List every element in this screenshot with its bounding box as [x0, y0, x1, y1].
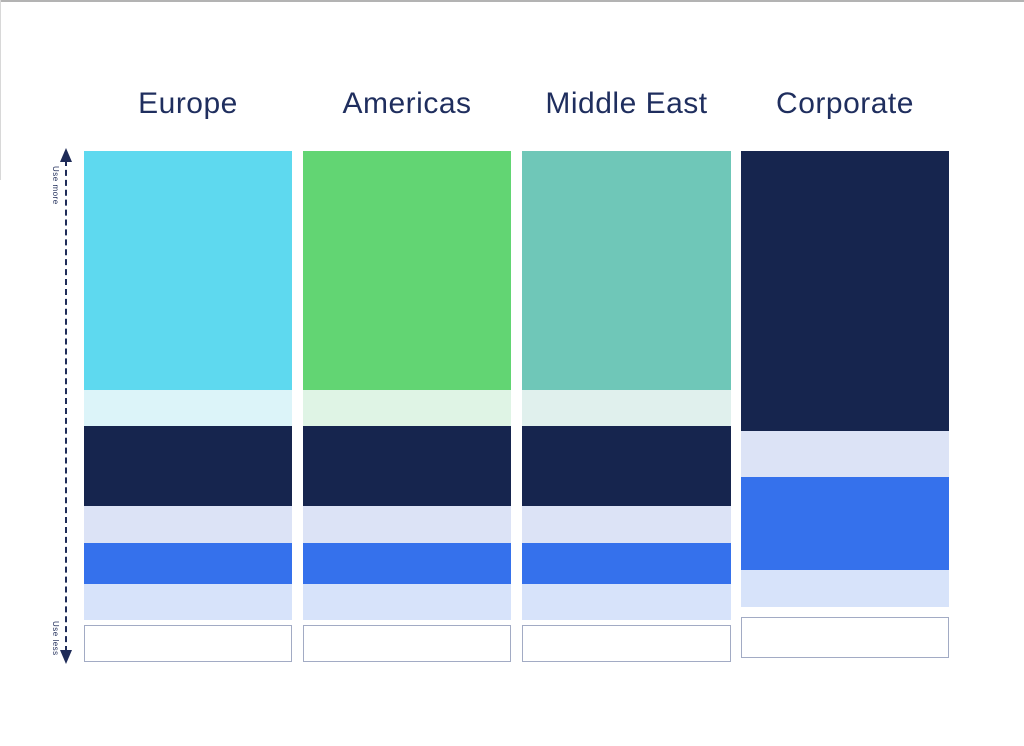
europe-navy-band — [84, 426, 292, 506]
axis-label-use-more: Use more — [51, 166, 60, 205]
middle-east-light-band-2 — [522, 584, 731, 620]
europe-primary-block — [84, 151, 292, 390]
middle-east-primary-tint — [522, 390, 731, 426]
europe-blue-band — [84, 543, 292, 584]
column-title-americas: Americas — [342, 87, 472, 120]
axis-label-use-less: Use less — [51, 621, 60, 656]
corporate-blue-band — [741, 477, 949, 570]
americas-primary-block — [303, 151, 511, 390]
americas-empty-box — [303, 625, 511, 662]
middle-east-empty-box — [522, 625, 731, 662]
column-middle-east — [522, 151, 731, 662]
middle-east-blue-band — [522, 543, 731, 584]
column-europe — [84, 151, 292, 662]
column-americas — [303, 151, 511, 662]
corporate-navy-band — [741, 151, 949, 431]
middle-east-navy-band — [522, 426, 731, 506]
middle-east-light-band-1 — [522, 506, 731, 543]
column-corporate — [741, 151, 949, 658]
corporate-light-band-2 — [741, 570, 949, 607]
europe-light-band-2 — [84, 584, 292, 620]
middle-east-primary-block — [522, 151, 731, 390]
vertical-axis: Use more Use less — [51, 148, 74, 664]
corporate-empty-box — [741, 617, 949, 658]
arrow-down-icon — [60, 650, 72, 664]
corporate-light-band-1 — [741, 431, 949, 477]
page-left-border — [0, 0, 1, 180]
corporate-spacer — [741, 607, 949, 617]
americas-blue-band — [303, 543, 511, 584]
europe-empty-box — [84, 625, 292, 662]
americas-primary-tint — [303, 390, 511, 426]
column-title-europe: Europe — [138, 87, 238, 120]
americas-navy-band — [303, 426, 511, 506]
europe-primary-tint — [84, 390, 292, 426]
axis-dotted-line — [65, 160, 67, 652]
column-title-middle-east: Middle East — [545, 87, 708, 120]
column-title-corporate: Corporate — [776, 87, 914, 120]
americas-light-band-1 — [303, 506, 511, 543]
europe-light-band-1 — [84, 506, 292, 543]
arrow-up-icon — [60, 148, 72, 162]
americas-light-band-2 — [303, 584, 511, 620]
page-top-border — [0, 0, 1024, 2]
